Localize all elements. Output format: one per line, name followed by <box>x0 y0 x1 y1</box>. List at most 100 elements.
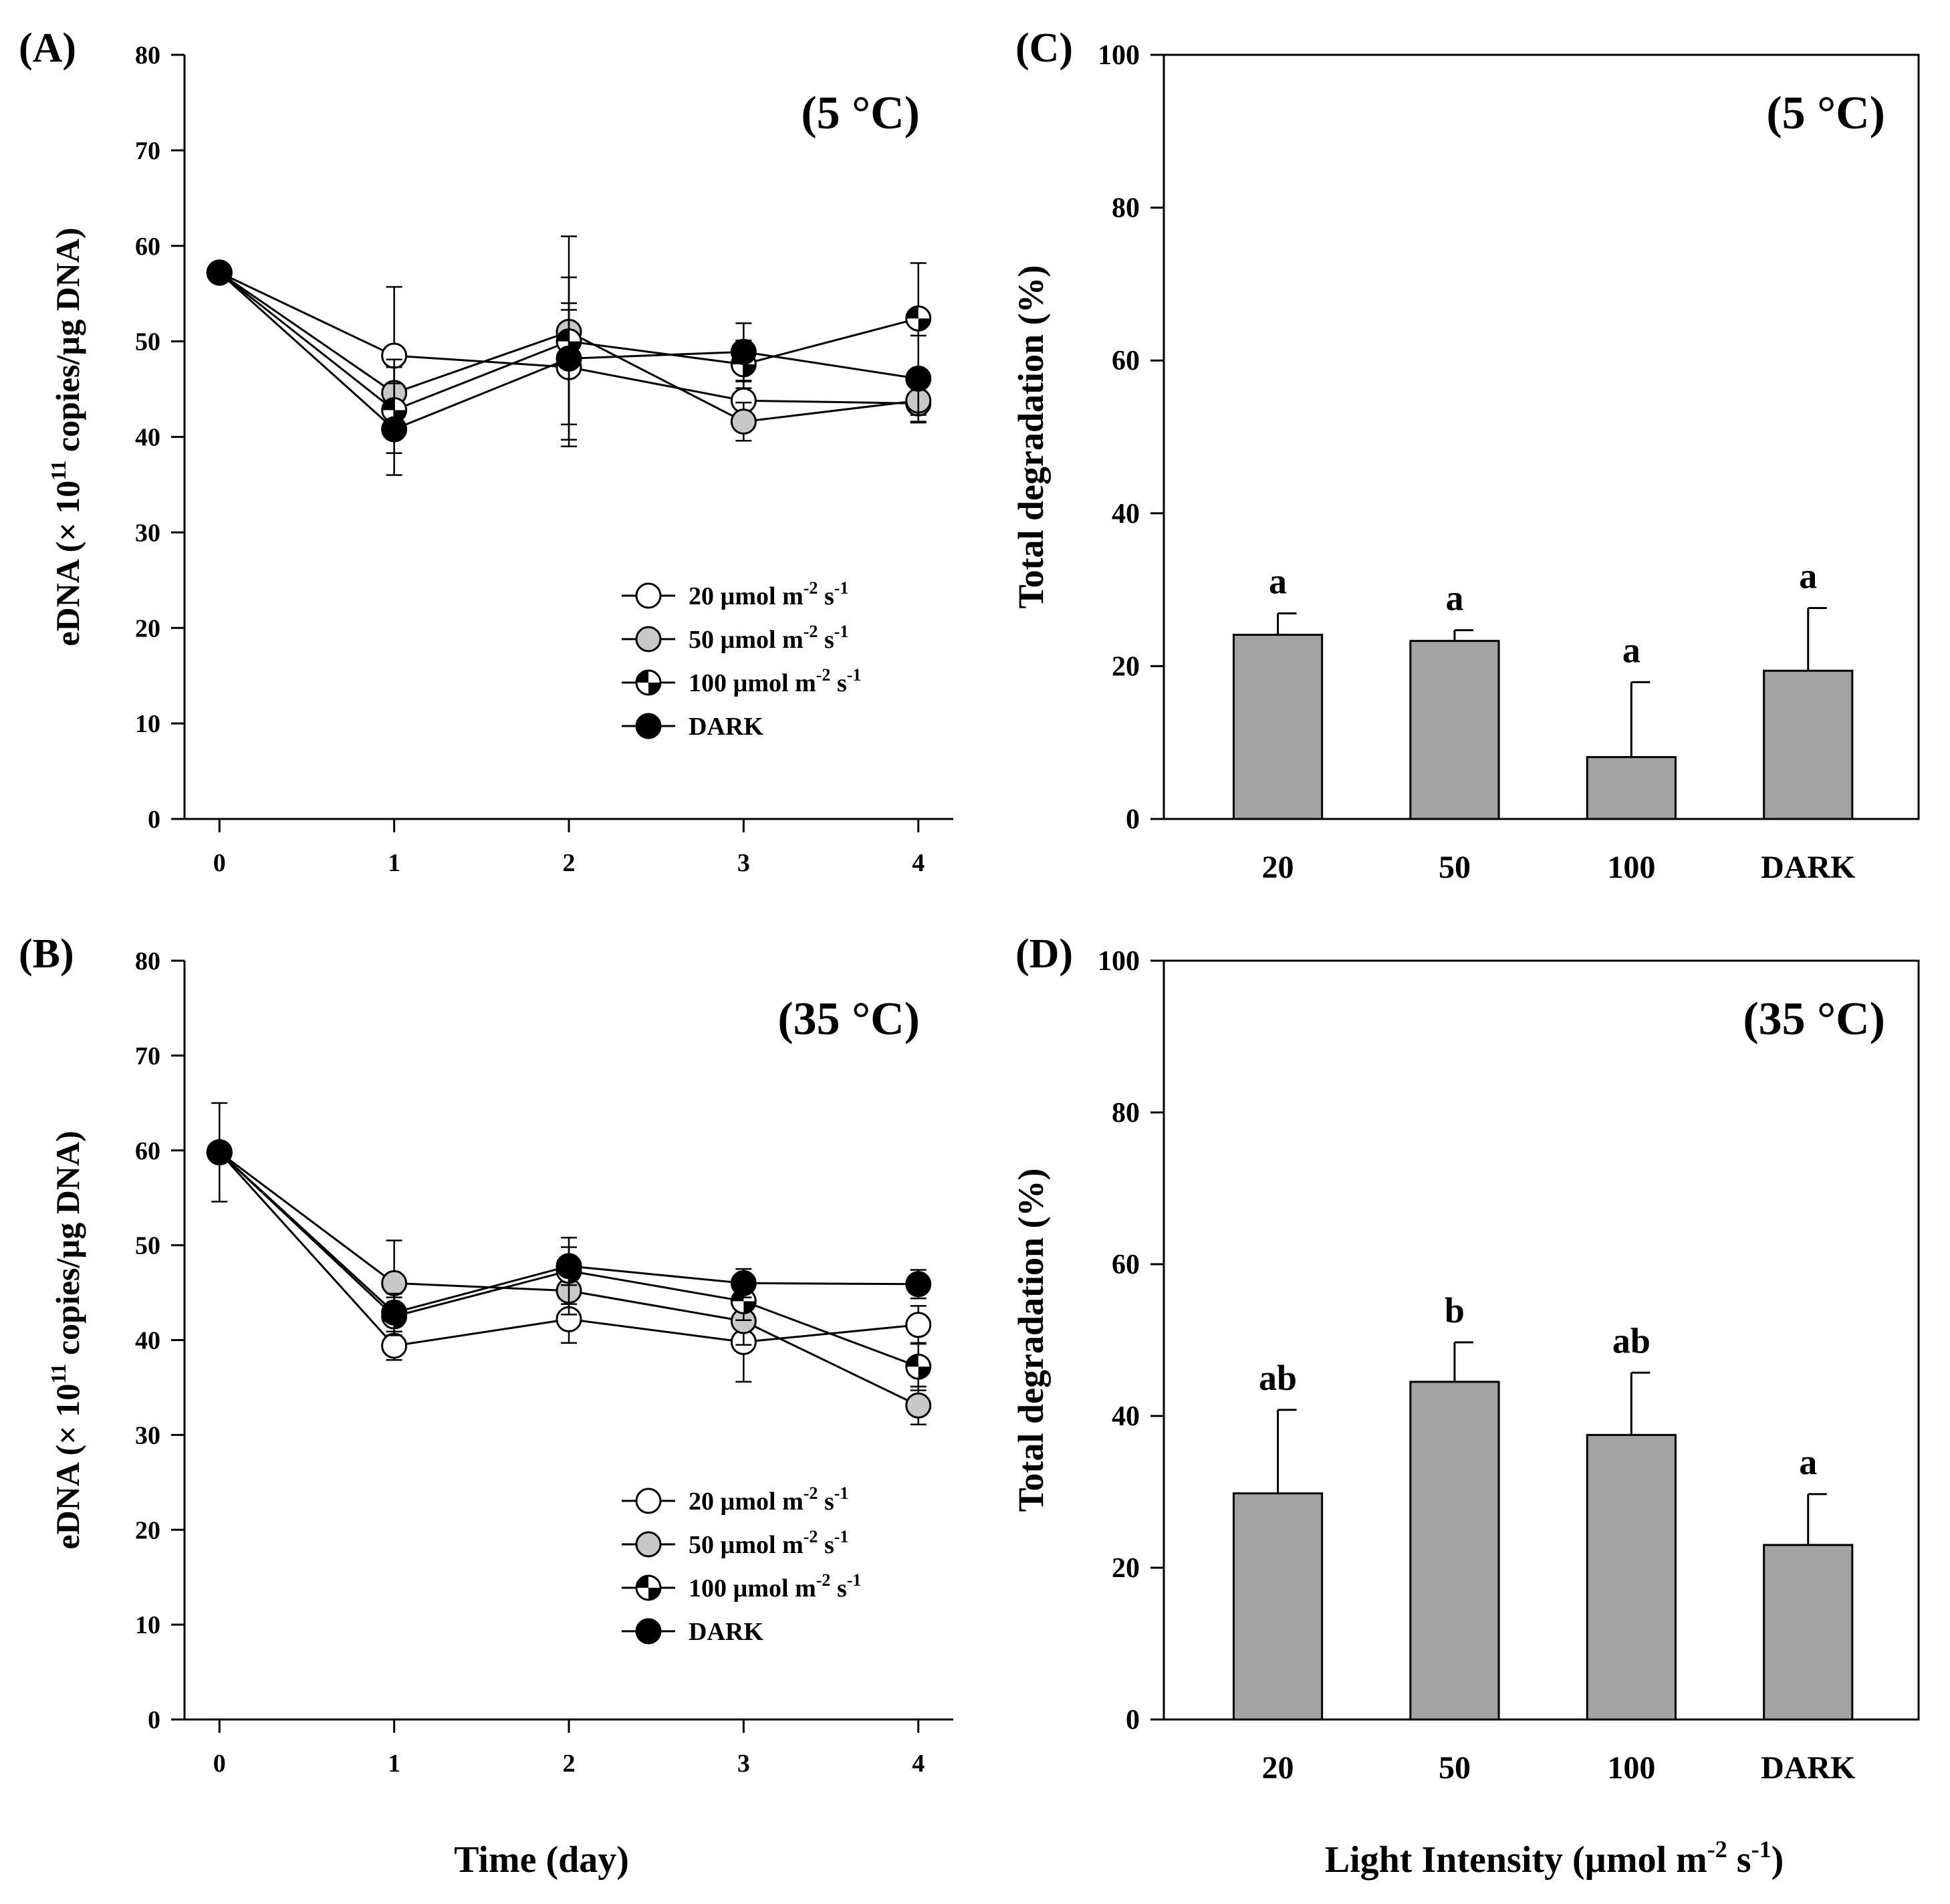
y-tick-label: 80 <box>135 947 160 975</box>
legend-label-text: 100 µmol m <box>689 1574 816 1602</box>
significance-letter: a <box>1622 630 1640 670</box>
significance-letter: ab <box>1612 1320 1651 1360</box>
x-tick-label: 4 <box>912 1750 925 1778</box>
y-tick-label: 40 <box>135 424 160 452</box>
series-4 <box>206 259 932 476</box>
legend-label-text: DARK <box>689 1618 763 1646</box>
panel-label: (C) <box>1015 25 1073 71</box>
legend-label-superscript: -2 <box>816 1570 831 1590</box>
legend-entry: 50 µmol m-2 s-1 <box>622 622 848 654</box>
legend-label-superscript: -1 <box>847 665 862 685</box>
legend-marker <box>635 626 662 652</box>
x-tick-label: DARK <box>1761 1750 1855 1786</box>
data-point <box>206 259 233 286</box>
x-tick-label: 20 <box>1262 850 1294 885</box>
legend-label-superscript: -2 <box>816 665 831 685</box>
data-point <box>905 1271 932 1298</box>
y-tick-label: 100 <box>1098 40 1140 71</box>
marker-quadrant <box>918 1366 931 1379</box>
marker-quadrant <box>743 1301 756 1314</box>
data-point <box>905 1392 932 1419</box>
marker-quadrant <box>557 329 569 342</box>
temperature-annotation: (35 °C) <box>1743 993 1885 1045</box>
y-tick-label: 40 <box>135 1327 160 1355</box>
y-tick-label: 20 <box>135 614 160 642</box>
bar <box>1232 1492 1324 1721</box>
legend-label-superscript: -2 <box>804 1527 818 1546</box>
panel-label: (D) <box>1015 931 1073 977</box>
marker-quadrant <box>648 683 660 695</box>
legend-label: 50 µmol m-2 s-1 <box>689 1527 848 1559</box>
data-point <box>556 1253 582 1280</box>
y-tick-label: 10 <box>135 1611 160 1639</box>
legend-label-text: 100 µmol m <box>689 669 816 697</box>
x-axis-label-text: ) <box>1772 1839 1784 1881</box>
legend-marker <box>635 669 662 696</box>
x-tick-label: 0 <box>213 849 226 877</box>
legend-entry: 20 µmol m-2 s-1 <box>622 578 848 610</box>
legend-label-text: s <box>830 1574 846 1602</box>
light-intensity-x-axis-label: Light Intensity (µmol m-2 s-1) <box>1325 1836 1784 1881</box>
y-tick-label: 10 <box>135 710 160 738</box>
x-tick-label: 0 <box>213 1750 226 1778</box>
marker-quadrant <box>906 306 919 319</box>
legend-marker <box>635 582 662 609</box>
marker-quadrant <box>382 398 394 410</box>
legend-entry: DARK <box>622 713 763 741</box>
legend-label-superscript: -2 <box>804 622 818 641</box>
x-tick-label: 50 <box>1439 850 1471 885</box>
legend-entry: 20 µmol m-2 s-1 <box>622 1483 848 1516</box>
y-tick-label: 20 <box>1112 1553 1140 1584</box>
legend-marker <box>635 1618 662 1645</box>
x-tick-label: 3 <box>737 1750 750 1778</box>
y-axis-label-text: eDNA (× 10 <box>49 481 86 646</box>
significance-letter: b <box>1445 1290 1465 1330</box>
x-tick-label: 4 <box>912 849 925 877</box>
x-axis-label-text: s <box>1727 1839 1751 1881</box>
y-tick-label: 40 <box>1112 1401 1140 1432</box>
temperature-annotation: (5 °C) <box>1766 88 1885 139</box>
significance-letter: a <box>1799 1442 1817 1482</box>
y-tick-label: 60 <box>135 1137 160 1165</box>
legend-label-superscript: -1 <box>834 622 849 641</box>
temperature-annotation: (35 °C) <box>777 993 920 1045</box>
x-tick-label: 100 <box>1607 850 1655 885</box>
x-tick-label: 1 <box>388 849 400 877</box>
y-axis-label-text: eDNA (× 10 <box>49 1384 86 1550</box>
legend-entry: DARK <box>622 1618 763 1646</box>
significance-letter: a <box>1799 556 1817 596</box>
legend-marker <box>635 713 662 739</box>
y-axis-label: Total degradation (%) <box>1011 265 1051 608</box>
legend-label-text: s <box>818 1531 834 1559</box>
x-tick-label: 3 <box>737 849 750 877</box>
y-tick-label: 20 <box>135 1516 160 1544</box>
marker-quadrant <box>636 1576 648 1588</box>
legend-label-text: DARK <box>689 713 763 741</box>
legend-entry: 100 µmol m-2 s-1 <box>622 1570 861 1602</box>
bar <box>1409 1381 1500 1721</box>
x-tick-label: DARK <box>1761 850 1855 885</box>
y-tick-label: 60 <box>1112 1250 1140 1280</box>
y-tick-label: 20 <box>1112 651 1140 682</box>
legend-label-text: s <box>830 669 846 697</box>
legend-label-superscript: -1 <box>834 578 849 598</box>
legend-label: 50 µmol m-2 s-1 <box>689 622 848 654</box>
y-tick-label: 50 <box>135 1232 160 1260</box>
temperature-annotation: (5 °C) <box>801 88 920 139</box>
data-point <box>905 1312 932 1338</box>
y-tick-label: 0 <box>1126 1705 1140 1736</box>
legend-label: 20 µmol m-2 s-1 <box>689 1483 848 1516</box>
y-tick-label: 80 <box>135 41 160 70</box>
series-4 <box>206 1102 932 1332</box>
significance-letter: a <box>1269 562 1287 602</box>
legend-label-text: s <box>818 1488 834 1516</box>
bar <box>1586 1433 1677 1721</box>
x-tick-label: 20 <box>1262 1750 1294 1786</box>
data-point <box>905 365 932 392</box>
y-tick-label: 0 <box>148 806 160 834</box>
y-tick-label: 30 <box>135 519 160 547</box>
y-tick-label: 100 <box>1098 946 1140 977</box>
legend-label-superscript: -1 <box>847 1570 862 1590</box>
legend-label-superscript: -2 <box>804 578 818 598</box>
